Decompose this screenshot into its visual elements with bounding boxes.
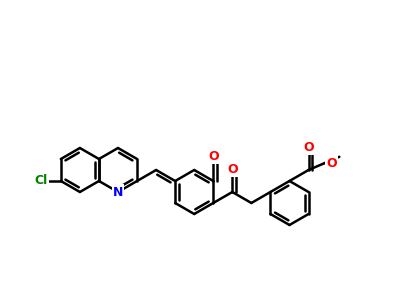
Text: O: O [327, 157, 337, 170]
Text: Cl: Cl [35, 174, 48, 188]
Text: O: O [208, 150, 219, 163]
Text: O: O [303, 141, 314, 154]
Text: N: N [113, 185, 123, 199]
Text: O: O [227, 163, 238, 176]
